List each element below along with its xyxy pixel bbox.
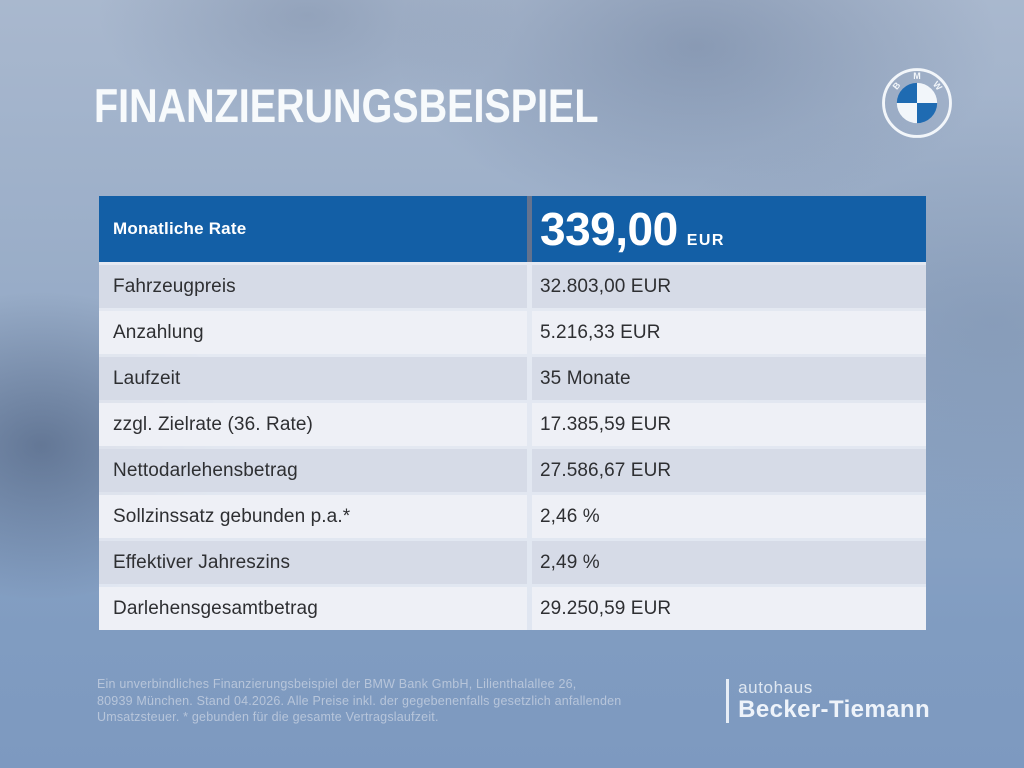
column-divider <box>527 196 532 262</box>
row-value: 2,49 % <box>540 551 600 573</box>
row-value: 32.803,00 EUR <box>540 275 672 297</box>
dealer-name-bottom: Becker-Tiemann <box>738 695 930 723</box>
monthly-rate-value: 339,00 <box>540 203 678 255</box>
dealer-logo-bar <box>726 679 730 724</box>
table-row: Sollzinssatz gebunden p.a.* 2,46 % <box>99 495 926 538</box>
row-label: Laufzeit <box>113 367 181 389</box>
row-label: Anzahlung <box>113 321 204 343</box>
table-row: Darlehensgesamtbetrag 29.250,59 EUR <box>99 587 926 630</box>
table-body: Fahrzeugpreis 32.803,00 EUR Anzahlung 5.… <box>99 262 926 630</box>
monthly-rate-label: Monatliche Rate <box>113 219 247 238</box>
row-label: Effektiver Jahreszins <box>113 551 291 573</box>
bmw-roundel-icon: B M W <box>882 68 952 138</box>
table-row: zzgl. Zielrate (36. Rate) 17.385,59 EUR <box>99 403 926 446</box>
row-label: Sollzinssatz gebunden p.a.* <box>113 505 351 527</box>
table-row: Nettodarlehensbetrag 27.586,67 EUR <box>99 449 926 492</box>
disclaimer-text: Ein unverbindliches Finanzierungsbeispie… <box>97 676 637 726</box>
bmw-letter-m: M <box>913 71 921 81</box>
dealer-logo: autohaus Becker-Tiemann <box>726 678 930 724</box>
row-value: 35 Monate <box>540 367 631 389</box>
table-row: Effektiver Jahreszins 2,49 % <box>99 541 926 584</box>
disclaimer-line: Ein unverbindliches Finanzierungsbeispie… <box>97 677 577 691</box>
monthly-rate-unit: EUR <box>686 232 725 249</box>
disclaimer-line: Umsatzsteuer. * gebunden für die gesamte… <box>97 710 439 724</box>
row-value: 27.586,67 EUR <box>540 459 672 481</box>
dealer-name-top: autohaus <box>738 678 813 697</box>
row-label: Nettodarlehensbetrag <box>113 459 298 481</box>
table-header-row: Monatliche Rate 339,00 EUR <box>99 196 926 262</box>
page-title: FINANZIERUNGSBEISPIEL <box>94 79 599 132</box>
table-row: Laufzeit 35 Monate <box>99 357 926 400</box>
row-label: zzgl. Zielrate (36. Rate) <box>113 413 313 435</box>
table-row: Fahrzeugpreis 32.803,00 EUR <box>99 265 926 308</box>
financing-table: Monatliche Rate 339,00 EUR Fahrzeugpreis… <box>99 196 926 630</box>
row-label: Fahrzeugpreis <box>113 275 236 297</box>
disclaimer-line: 80939 München. Stand 04.2026. Alle Preis… <box>97 693 622 708</box>
bmw-letter-b: B <box>891 80 903 92</box>
row-value: 5.216,33 EUR <box>540 321 661 343</box>
row-value: 29.250,59 EUR <box>540 597 672 619</box>
row-value: 2,46 % <box>540 505 600 527</box>
row-label: Darlehensgesamtbetrag <box>113 597 318 619</box>
row-value: 17.385,59 EUR <box>540 413 672 435</box>
monthly-rate-value-cell: 339,00 EUR <box>532 196 926 262</box>
table-row: Anzahlung 5.216,33 EUR <box>99 311 926 354</box>
monthly-rate-label-cell: Monatliche Rate <box>99 196 527 262</box>
